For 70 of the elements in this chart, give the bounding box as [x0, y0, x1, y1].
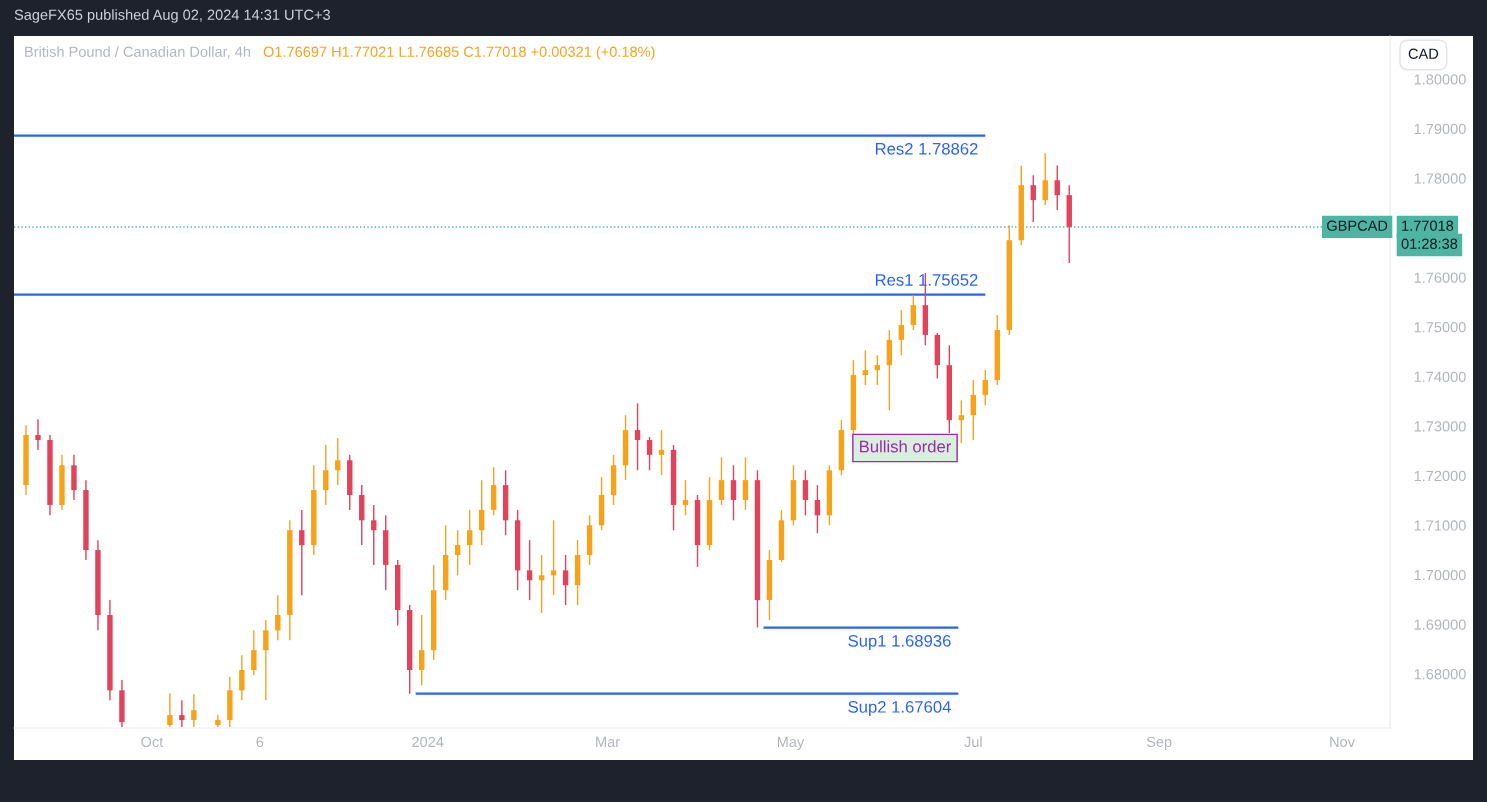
candlestick	[526, 539, 533, 601]
series-label: Sup2 1.67604	[848, 700, 951, 717]
candlestick	[538, 554, 545, 614]
candlestick	[874, 354, 881, 386]
candlestick	[550, 519, 557, 596]
candlestick	[718, 456, 725, 506]
candlestick	[862, 349, 869, 386]
text: 1.77018	[1402, 220, 1454, 231]
candlestick	[191, 693, 197, 728]
text: 01:28:38	[1401, 238, 1458, 249]
candlestick	[35, 418, 41, 451]
y-tick-label: 1.80000	[1414, 74, 1466, 85]
candlestick	[239, 654, 245, 701]
y-axis-title: CAD	[1408, 48, 1439, 59]
candlestick	[646, 436, 653, 471]
annotation: Bullish order	[860, 440, 952, 453]
candlestick	[251, 629, 257, 676]
text: SageFX65 published Aug 02, 2024 14:31 UTC+3	[14, 9, 330, 23]
x-tick-label: Oct	[141, 736, 164, 748]
candlestick	[1054, 164, 1060, 211]
candlestick	[634, 402, 641, 471]
x-tick-label: May	[777, 736, 805, 750]
text: British Pound / Canadian Dollar, 4h	[25, 46, 251, 59]
candlestick	[371, 504, 377, 566]
series-label: Res2 1.78862	[875, 142, 978, 155]
x-tick-label: 2024	[412, 736, 444, 748]
candlestick	[179, 699, 185, 728]
y-tick-label: 1.79000	[1414, 123, 1466, 135]
candlestick	[802, 469, 809, 517]
candlestick	[970, 379, 976, 441]
text: O1.76697 H1.77021 L1.76685 C1.77018 +0.00321 (+0.18%)	[263, 46, 655, 60]
candlestick	[299, 509, 305, 596]
y-tick-label: 1.75000	[1414, 322, 1466, 333]
candlestick	[167, 692, 173, 728]
candlestick	[958, 399, 965, 444]
ref-line-label: GBPCAD	[1327, 220, 1388, 231]
candlestick	[682, 479, 689, 517]
x-tick-label: Sep	[1146, 736, 1172, 750]
candlestick	[466, 509, 473, 566]
candlestick	[742, 456, 749, 511]
y-tick-label: 1.76000	[1414, 272, 1466, 283]
x-tick-label: Nov	[1330, 736, 1355, 748]
candlestick	[910, 294, 917, 331]
candlestick	[323, 444, 329, 506]
candlestick	[419, 614, 425, 687]
candlestick	[454, 529, 461, 577]
x-tick-label: Mar	[596, 736, 620, 748]
candlestick	[335, 437, 341, 486]
candlestick	[658, 429, 665, 476]
y-tick-label: 1.70000	[1414, 569, 1466, 581]
candlestick	[275, 594, 281, 641]
candlestick	[263, 619, 269, 701]
candlestick	[982, 369, 988, 406]
candlestick	[898, 309, 905, 356]
y-tick-label: 1.78000	[1414, 173, 1466, 184]
y-tick-label: 1.71000	[1414, 520, 1466, 531]
candlestick	[1042, 152, 1048, 206]
y-tick-label: 1.68000	[1414, 669, 1466, 680]
y-tick-label: 1.73000	[1414, 421, 1466, 432]
candlestick	[814, 484, 821, 534]
x-tick-label: 6	[256, 736, 264, 748]
candlestick	[1030, 174, 1036, 223]
y-tick-label: 1.72000	[1414, 470, 1466, 482]
x-tick-label: Jul	[964, 736, 982, 748]
candlestick	[730, 464, 737, 521]
candlestick	[562, 554, 569, 606]
candlestick	[478, 479, 485, 546]
y-tick-label: 1.69000	[1414, 619, 1466, 630]
y-tick-label: 1.74000	[1414, 371, 1466, 382]
series-label: Sup1 1.68936	[848, 634, 951, 651]
